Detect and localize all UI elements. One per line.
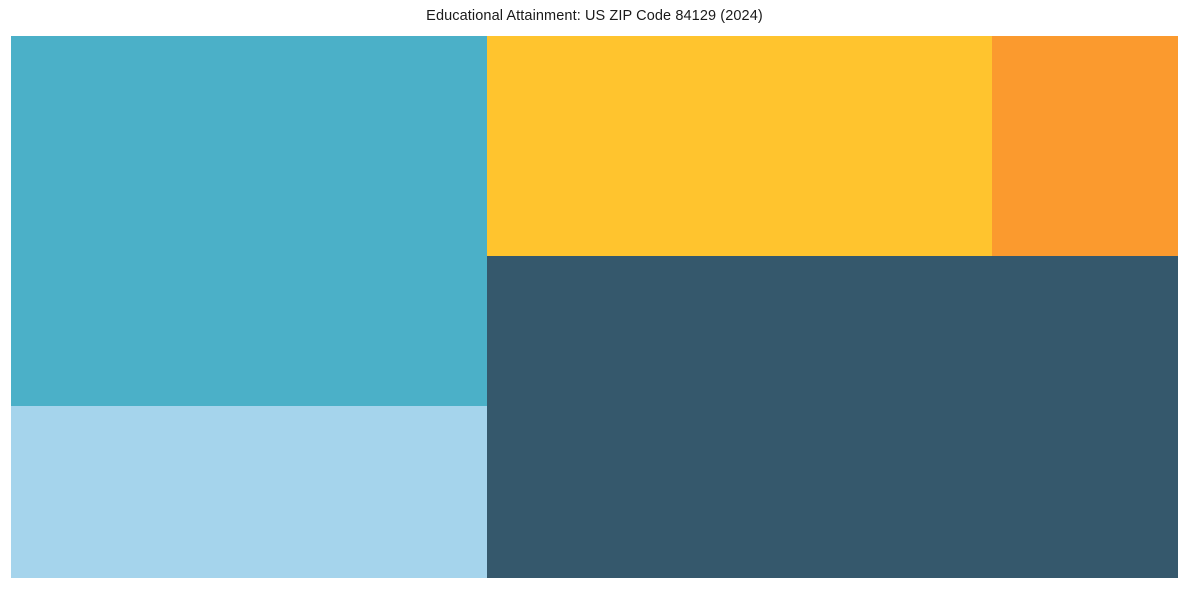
treemap-tile-some-college-or-associate-degree[interactable]: Some College or Associate Degree (11, 36, 487, 406)
treemap-tile-graduate-or-professional-degree[interactable]: Graduate or Professional Degree (992, 36, 1178, 256)
treemap-tile-less-than-high-school[interactable]: Less than High School (11, 406, 487, 578)
treemap-plot-area: Some College or Associate Degree High Sc… (11, 36, 1178, 578)
chart-title: Educational Attainment: US ZIP Code 8412… (426, 8, 763, 24)
treemap-tile-high-school-graduate[interactable]: High School Graduate (487, 36, 992, 256)
treemap-tile-bachelors-degree[interactable]: Bachelor's Degree (487, 256, 1178, 578)
